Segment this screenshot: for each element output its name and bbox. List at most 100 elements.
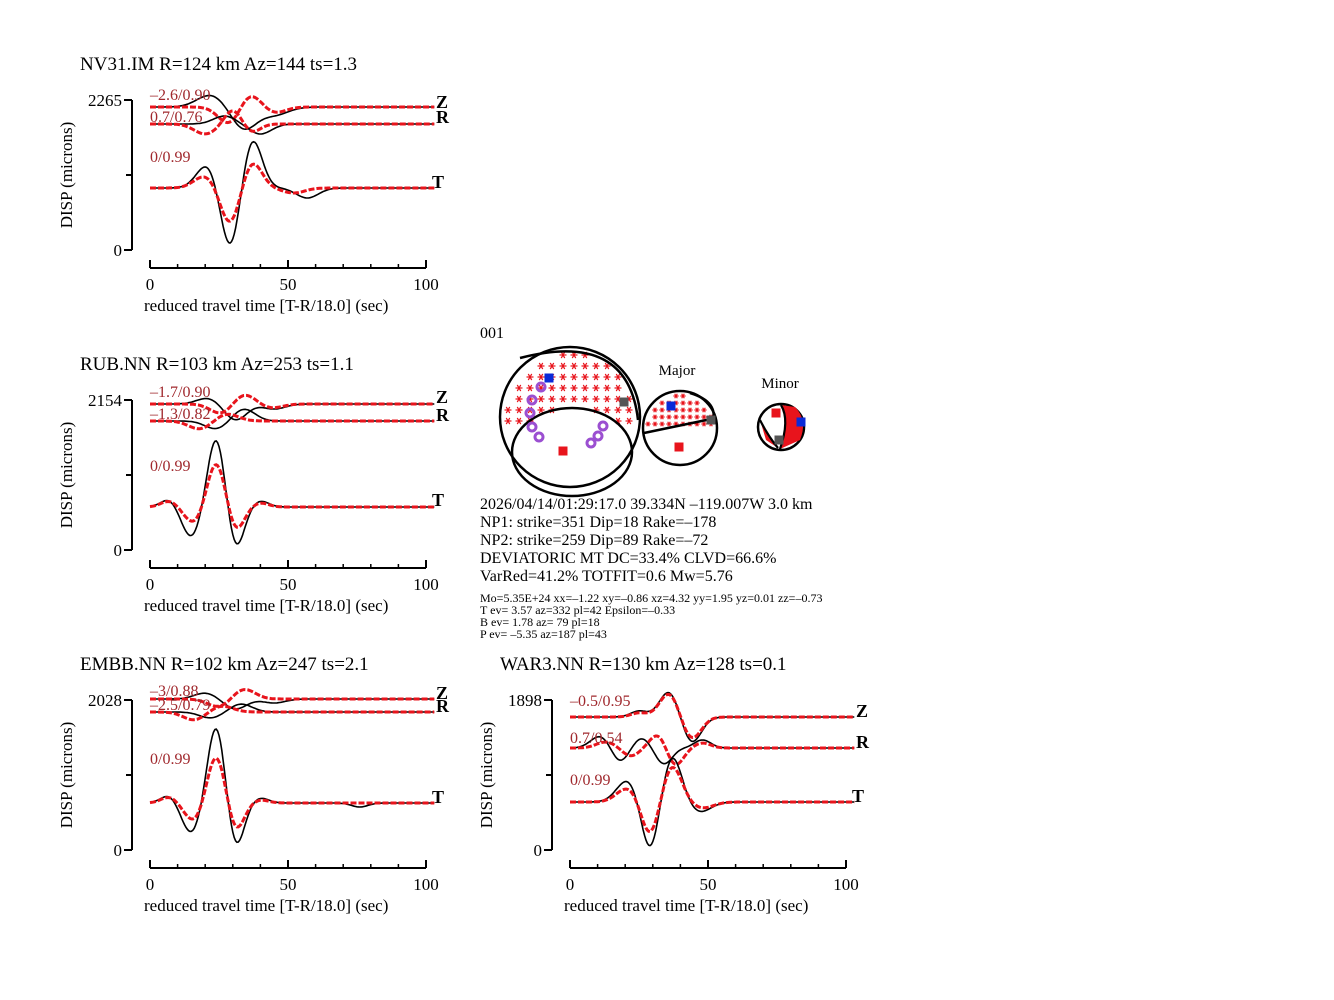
x-tick-label: 0 bbox=[146, 875, 155, 894]
x-tick-label: 0 bbox=[566, 875, 575, 894]
component-label-t: T bbox=[432, 172, 444, 192]
compression-marker bbox=[504, 417, 512, 425]
compression-marker bbox=[603, 395, 611, 403]
compression-marker bbox=[680, 407, 686, 413]
x-tick-label: 100 bbox=[413, 575, 439, 594]
x-axis-ticks: 0 50 100 bbox=[146, 560, 439, 594]
x-tick-label: 0 bbox=[146, 575, 155, 594]
compression-marker bbox=[537, 395, 545, 403]
compression-marker bbox=[652, 414, 658, 420]
y-axis-label: DISP (microns) bbox=[57, 722, 76, 829]
waveforms bbox=[149, 688, 435, 844]
solution-info: 2026/04/14/01:29:17.0 39.334N –119.007W … bbox=[480, 496, 822, 641]
compression-marker bbox=[537, 373, 545, 381]
observed-trace-t bbox=[149, 728, 435, 844]
p-axis-marker bbox=[771, 408, 781, 418]
y-max-label: 2265 bbox=[88, 91, 122, 110]
compression-marker bbox=[645, 421, 651, 427]
t-eigenvector-line: T ev= 3.57 az=332 pl=42 Epsilon=–0.33 bbox=[480, 603, 675, 617]
station-marker bbox=[597, 420, 609, 432]
compression-marker bbox=[625, 417, 633, 425]
panel-title: NV31.IM R=124 km Az=144 ts=1.3 bbox=[80, 54, 357, 75]
t-axis-marker bbox=[544, 373, 554, 383]
b-axis-marker bbox=[774, 435, 784, 445]
compression-marker bbox=[603, 373, 611, 381]
compression-marker bbox=[659, 414, 665, 420]
x-tick-label: 100 bbox=[413, 875, 439, 894]
major-label: Major bbox=[659, 363, 696, 379]
component-label-z: Z bbox=[436, 683, 448, 703]
compression-marker bbox=[515, 417, 523, 425]
compression-marker bbox=[659, 407, 665, 413]
synthetic-trace-r bbox=[150, 704, 435, 722]
compression-marker bbox=[548, 362, 556, 370]
compression-marker bbox=[526, 384, 534, 392]
compression-marker bbox=[680, 393, 686, 399]
compression-marker bbox=[559, 351, 567, 359]
y-axis bbox=[544, 699, 553, 851]
synthetic-trace-t bbox=[149, 463, 435, 529]
fit-label-z: –2.6/0.90 bbox=[149, 87, 210, 104]
p-axis-marker bbox=[674, 442, 684, 452]
b-eigenvector-line: B ev= 1.78 az= 79 pl=18 bbox=[480, 615, 600, 629]
station-marker bbox=[526, 421, 538, 433]
fit-label-r: –2.5/0.79 bbox=[149, 697, 210, 714]
compression-marker bbox=[687, 414, 693, 420]
compression-marker bbox=[614, 373, 622, 381]
compression-marker bbox=[559, 384, 567, 392]
compression-marker bbox=[559, 373, 567, 381]
compression-marker bbox=[570, 395, 578, 403]
b-axis-marker bbox=[706, 415, 716, 425]
fit-label-t: 0/0.99 bbox=[150, 458, 190, 475]
station-marker bbox=[585, 437, 597, 449]
compression-marker bbox=[570, 362, 578, 370]
compression-marker bbox=[687, 400, 693, 406]
compression-marker bbox=[680, 400, 686, 406]
synthetic-trace-z bbox=[150, 393, 435, 415]
event-id: 001 bbox=[480, 325, 504, 342]
compression-marker bbox=[548, 395, 556, 403]
beachball-full bbox=[498, 345, 642, 498]
nodal-plane-2-line: NP2: strike=259 Dip=89 Rake=–72 bbox=[480, 532, 708, 549]
x-axis-label: reduced travel time [T-R/18.0] (sec) bbox=[144, 896, 388, 915]
compression-marker bbox=[592, 384, 600, 392]
station-marker bbox=[592, 430, 604, 442]
compression-marker bbox=[515, 384, 523, 392]
x-axis-ticks: 0 50 100 bbox=[146, 260, 439, 294]
y-axis bbox=[124, 399, 133, 551]
compression-marker bbox=[581, 395, 589, 403]
component-label-t: T bbox=[852, 786, 864, 806]
y-min-label: 0 bbox=[114, 241, 123, 260]
compression-marker bbox=[701, 421, 707, 427]
compression-marker bbox=[659, 421, 665, 427]
compression-marker bbox=[603, 362, 611, 370]
compression-marker bbox=[652, 407, 658, 413]
compression-marker bbox=[504, 406, 512, 414]
compression-marker bbox=[694, 400, 700, 406]
panel-title: RUB.NN R=103 km Az=253 ts=1.1 bbox=[80, 354, 354, 375]
y-axis-label: DISP (microns) bbox=[477, 722, 496, 829]
moment-tensor-line: Mo=5.35E+24 xx=–1.22 xy=–0.86 xz=4.32 yy… bbox=[480, 591, 822, 605]
component-label-t: T bbox=[432, 490, 444, 510]
component-label-r: R bbox=[436, 405, 450, 425]
focal-sphere bbox=[498, 345, 642, 489]
synthetic-trace-z bbox=[150, 688, 435, 708]
compression-marker bbox=[537, 362, 545, 370]
synthetic-trace-r bbox=[150, 109, 435, 136]
compression-marker bbox=[592, 395, 600, 403]
compression-marker bbox=[592, 362, 600, 370]
station-panel-rub: RUB.NN R=103 km Az=253 ts=1.1 DISP (micr… bbox=[57, 354, 450, 615]
y-axis bbox=[124, 99, 133, 251]
synthetic-trace-t bbox=[570, 766, 855, 834]
x-axis-ticks: 0 50 100 bbox=[566, 860, 859, 894]
compression-marker bbox=[666, 421, 672, 427]
p-axis-marker bbox=[558, 446, 568, 456]
y-axis bbox=[124, 699, 133, 851]
compression-marker bbox=[701, 407, 707, 413]
station-panel-war3: WAR3.NN R=130 km Az=128 ts=0.1 DISP (mic… bbox=[477, 654, 870, 915]
x-tick-label: 50 bbox=[280, 875, 297, 894]
compression-marker bbox=[701, 414, 707, 420]
compression-marker bbox=[673, 393, 679, 399]
y-max-label: 2028 bbox=[88, 691, 122, 710]
